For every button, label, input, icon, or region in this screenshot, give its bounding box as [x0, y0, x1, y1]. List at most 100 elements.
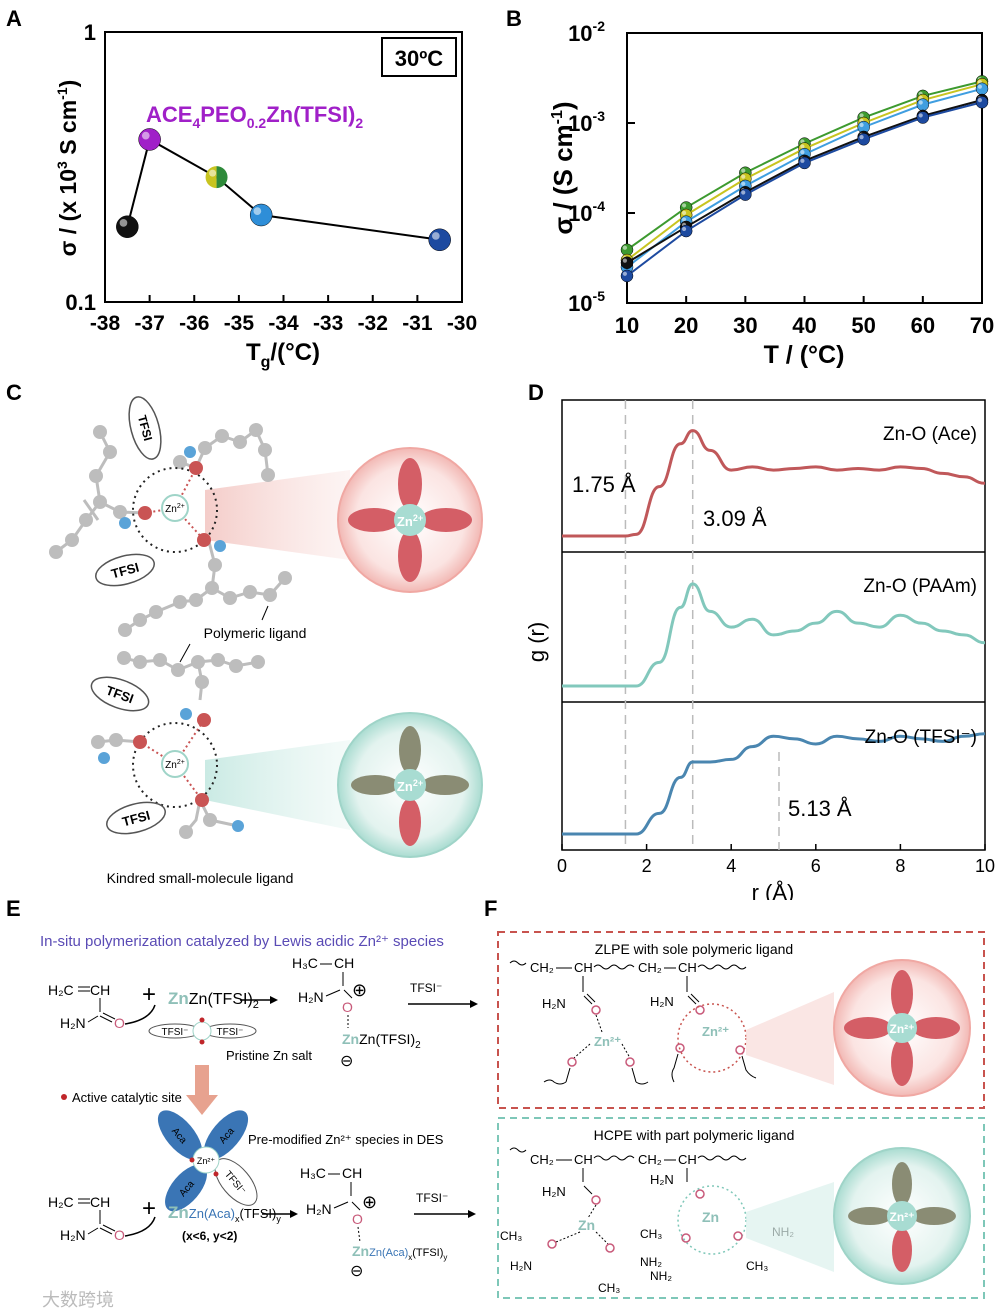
product2-cation-mark: ⊕ — [362, 1192, 377, 1212]
product1-cation-mark: ⊕ — [352, 980, 367, 1000]
panel-b-chart: 10-2 10-3 10-4 10-5 10 20 30 40 50 60 70 σ / (S c… — [548, 18, 994, 369]
f1-ch2-a: CH₂ — [530, 960, 554, 975]
monomer1-h2n: H₂N — [60, 1015, 86, 1031]
f-zn-core-green: Zn²⁺ — [890, 1210, 915, 1224]
a-xtick-6: -32 — [358, 312, 388, 335]
d-series — [561, 429, 986, 836]
zn-core-red-label: Zn2+ — [397, 513, 423, 529]
panel-c-diagram: Zn2+ TFSI TFSI Polymeric ligand Zn2+ TFS… — [49, 396, 483, 886]
a-xtick-2: -36 — [179, 312, 209, 335]
f2-ch2-b: CH₂ — [638, 1152, 662, 1167]
b-xtick-6: 70 — [970, 313, 994, 338]
small-molecule-label: Kindred small-molecule ligand — [107, 870, 294, 886]
b-point-4-4 — [857, 132, 870, 146]
b-xtick-2: 30 — [733, 313, 757, 338]
b-xtick-3: 40 — [792, 313, 816, 338]
f2-ch-a: CH — [574, 1152, 593, 1167]
product2-h3c: H₃C — [300, 1165, 326, 1181]
tfsi-arrow-label-1: TFSI⁻ — [410, 981, 442, 995]
a-xtick-0: -38 — [90, 312, 121, 335]
b-xtick-4: 50 — [851, 313, 875, 338]
tfsi-anion-3 — [90, 676, 150, 712]
tfsi-anion-2 — [95, 553, 155, 587]
highlight-formula: ACE4PEO0.2Zn(TFSI)2 — [146, 102, 363, 131]
a-xtick-7: -31 — [402, 312, 433, 335]
plot-frame-d — [561, 399, 986, 851]
tfsi-arrow-label-2: TFSI⁻ — [416, 1191, 448, 1205]
product2-zn: ZnZn(Aca)x(TFSI)y — [352, 1243, 447, 1262]
a-ytick-1: 1 — [84, 20, 96, 45]
d-xtick-3: 6 — [811, 856, 821, 876]
tfsi-label-2: TFSI — [110, 560, 141, 582]
a-point-0 — [116, 215, 139, 238]
annotation-175: 1.75 Å — [572, 472, 636, 497]
b-series — [620, 75, 989, 283]
zn-label-bottom: Zn2+ — [165, 759, 185, 771]
premod-zn: Zn²⁺ — [197, 1156, 216, 1166]
tfsi-anion-4 — [106, 801, 166, 835]
d-guide-lines — [624, 400, 780, 850]
panel-e-scheme: In-situ polymerization catalyzed by Lewi… — [40, 933, 478, 1310]
orbital-lobes-green — [351, 726, 469, 846]
trace-label-tfsi: Zn-O (TFSI⁻) — [865, 727, 977, 748]
zn-core-green — [394, 769, 426, 801]
f2-nh2-a: NH₂ — [640, 1255, 662, 1269]
f1-zn-center: Zn²⁺ — [594, 1034, 621, 1049]
d-trace-2 — [561, 732, 986, 836]
panel-d-chart: 0 2 4 6 8 10 Zn-O (Ace) Zn-O (PAAm) Zn-O (TFS… — [524, 399, 995, 900]
a-x-ticks: -38 -37 -36 -35 -34 -33 -32 -31 -30 — [90, 295, 477, 335]
a-xtick-8: -30 — [447, 312, 477, 335]
d-trace-0 — [561, 429, 986, 538]
product1-o: O — [342, 999, 353, 1015]
d-xtick-4: 8 — [895, 856, 905, 876]
b-point-4-6 — [975, 96, 989, 109]
active-site-label: Active catalytic site — [72, 1090, 182, 1105]
b-point-4-0 — [620, 269, 634, 283]
f-orbital-lobes-red — [844, 970, 960, 1086]
a-point-3 — [249, 203, 273, 227]
a-ylabel: σ / (x 103 S cm-1) — [54, 80, 81, 257]
a-points — [116, 128, 451, 252]
pristine-tfsi-2: TFSI⁻ — [217, 1027, 244, 1038]
down-arrow — [186, 1095, 218, 1115]
plus-2: + — [142, 1195, 156, 1222]
b-point-4-1 — [679, 224, 693, 238]
panel-letter-b: B — [506, 6, 522, 31]
b-ytick-1: 10-3 — [568, 108, 605, 136]
d-trace-1 — [562, 582, 986, 688]
b-xlabel: T / (°C) — [764, 341, 845, 369]
f2-h2n-b: H₂N — [650, 1172, 674, 1187]
product1-h3c: H₃C — [292, 955, 318, 971]
coordination-shell-bottom — [132, 722, 218, 808]
f1-ch-a: CH — [574, 960, 593, 975]
coordination-shell-top — [132, 467, 218, 553]
f1-ch-b: CH — [678, 960, 697, 975]
d-xtick-1: 2 — [642, 856, 652, 876]
panel-letter-f: F — [484, 896, 498, 921]
zlpe-title: ZLPE with sole polymeric ligand — [595, 941, 793, 957]
a-point-1 — [138, 128, 161, 151]
orbital-lobes-red — [348, 458, 472, 582]
b-point-2-4 — [857, 120, 870, 134]
zn-label-top: Zn2+ — [165, 503, 185, 515]
d-x-ticks: 0 2 4 6 8 10 — [557, 844, 995, 876]
f1-ch2-b: CH₂ — [638, 960, 662, 975]
monomer2-h2c: H₂C — [48, 1194, 74, 1210]
hcpe-title: HCPE with part polymeric ligand — [594, 1127, 795, 1143]
panel-letter-a: A — [6, 6, 22, 31]
product1-h2n: H₂N — [298, 989, 324, 1005]
zn-tfsi2-reagent: ZnZn(TFSI)2 — [168, 989, 259, 1011]
panel-letter-d: D — [528, 380, 544, 405]
b-point-4-2 — [739, 188, 752, 201]
zoom-fan-bottom — [205, 740, 350, 830]
premod-label: Pre-modified Zn²⁺ species in DES — [248, 1132, 444, 1147]
f-zoom-fan-red — [746, 992, 834, 1085]
panel-f-scheme: ZLPE with sole polymeric ligand HCPE wit… — [497, 931, 985, 1299]
b-point-2-6 — [975, 82, 989, 96]
monomer2-h2n: H₂N — [60, 1227, 86, 1243]
f2-nh2-b: NH₂ — [650, 1269, 672, 1283]
f2-h2n-c: H₂N — [510, 1259, 532, 1273]
polymer-atoms-top — [49, 423, 292, 637]
pristine-label: Pristine Zn salt — [226, 1048, 312, 1063]
tfsi-label-4: TFSI — [121, 808, 152, 830]
